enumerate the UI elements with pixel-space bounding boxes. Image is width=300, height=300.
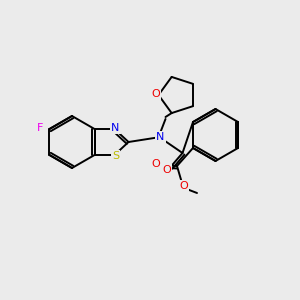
Text: N: N (156, 132, 165, 142)
Text: O: O (152, 159, 160, 169)
Text: O: O (162, 165, 171, 175)
Text: F: F (37, 123, 44, 133)
Text: O: O (151, 89, 160, 99)
Text: O: O (180, 181, 188, 191)
Text: S: S (112, 151, 119, 161)
Text: N: N (111, 123, 120, 133)
